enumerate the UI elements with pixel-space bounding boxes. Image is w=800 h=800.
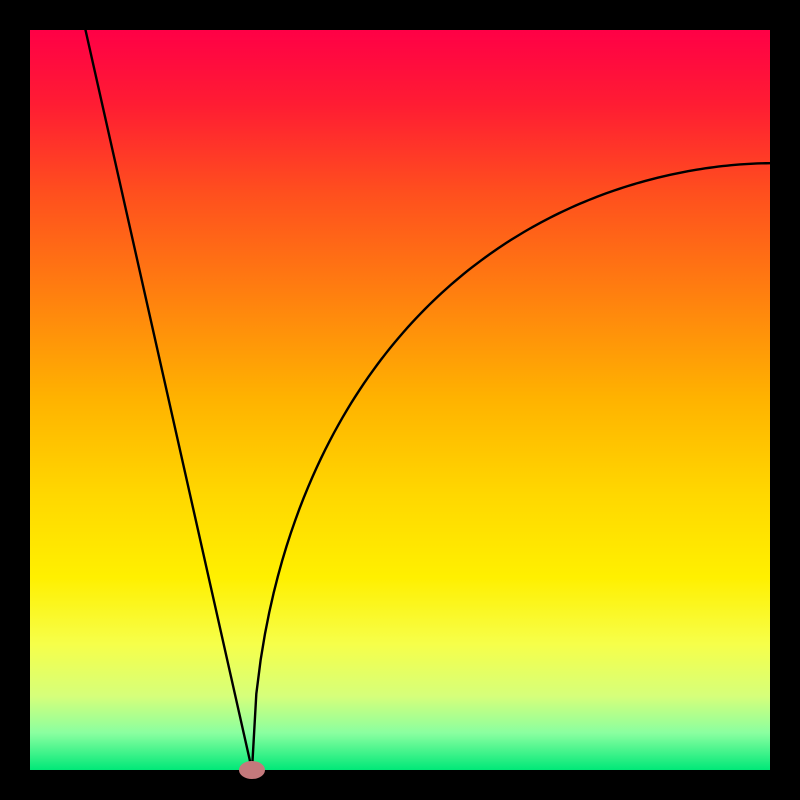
- optimal-point-marker: [239, 761, 265, 779]
- plot-gradient-panel: [30, 30, 770, 770]
- chart-svg: [0, 0, 800, 800]
- chart-container: TheBottleneck.com: [0, 0, 800, 800]
